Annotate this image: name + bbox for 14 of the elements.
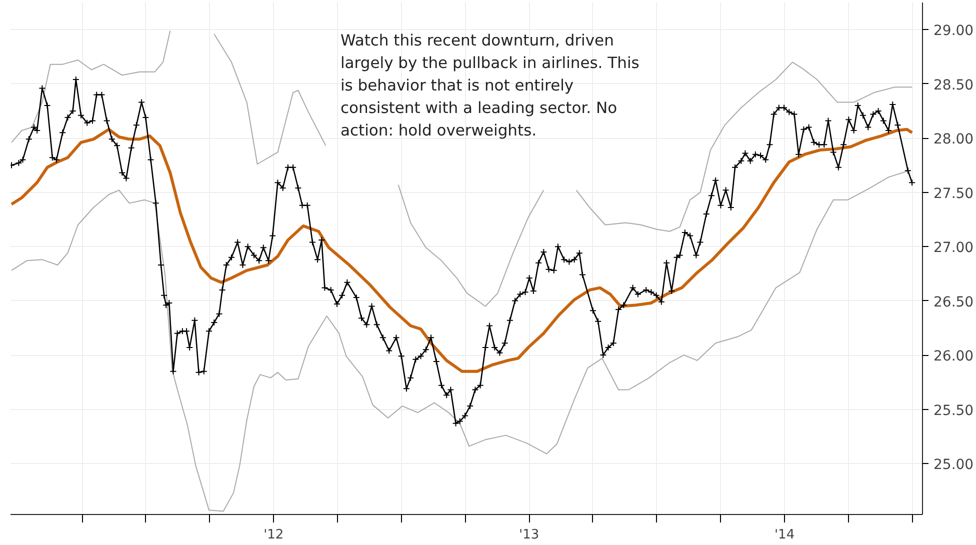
x-tick-label: '12 xyxy=(264,528,284,542)
x-tick-label: '13 xyxy=(519,528,540,542)
y-tick-label: 28.00 xyxy=(934,132,974,148)
y-tick-label: 25.50 xyxy=(934,402,974,419)
y-tick-label: 27.50 xyxy=(934,186,974,202)
annotation: Watch this recent downturn, driven largely by the pullback in airlines. This is behavior that is not entirely consistent with a leading sector. No action: hold overweights. xyxy=(340,32,640,140)
line-series xyxy=(11,170,910,512)
y-tick-label: 27.00 xyxy=(934,240,974,256)
y-tick-label: 26.50 xyxy=(934,294,974,310)
x-tick-label: '14 xyxy=(774,528,795,542)
y-tick-label: 29.00 xyxy=(934,23,974,40)
y-tick-label: 28.50 xyxy=(934,77,974,94)
y-tick-label: 26.00 xyxy=(934,348,974,365)
y-tick-label: 25.00 xyxy=(934,457,974,474)
